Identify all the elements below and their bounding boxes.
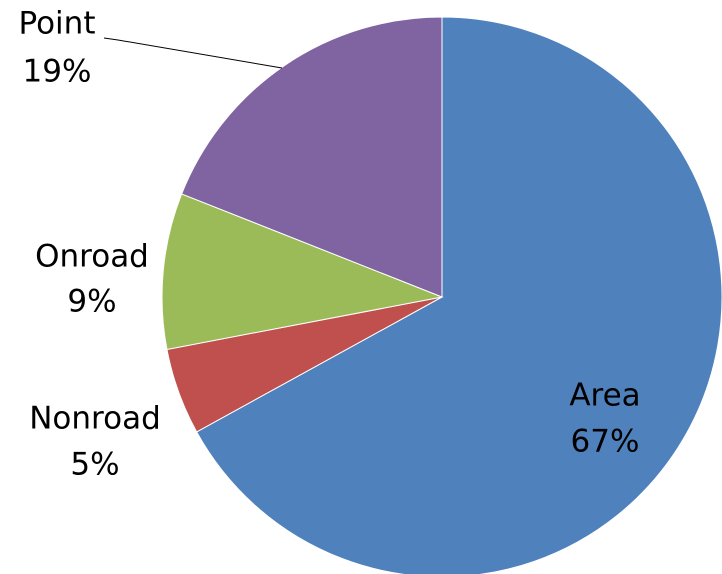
leader-line xyxy=(103,37,283,69)
category-label: Onroad xyxy=(35,239,149,275)
category-label: Point xyxy=(19,6,96,42)
value-label: 9% xyxy=(67,284,116,320)
value-label: 67% xyxy=(571,424,640,460)
pie-slice xyxy=(181,16,443,298)
category-label: Area xyxy=(569,378,640,414)
value-label: 19% xyxy=(23,54,92,90)
category-label: Nonroad xyxy=(29,401,161,437)
pie-slice xyxy=(195,16,722,574)
value-label: 5% xyxy=(70,447,119,483)
pie-slice xyxy=(161,193,444,351)
